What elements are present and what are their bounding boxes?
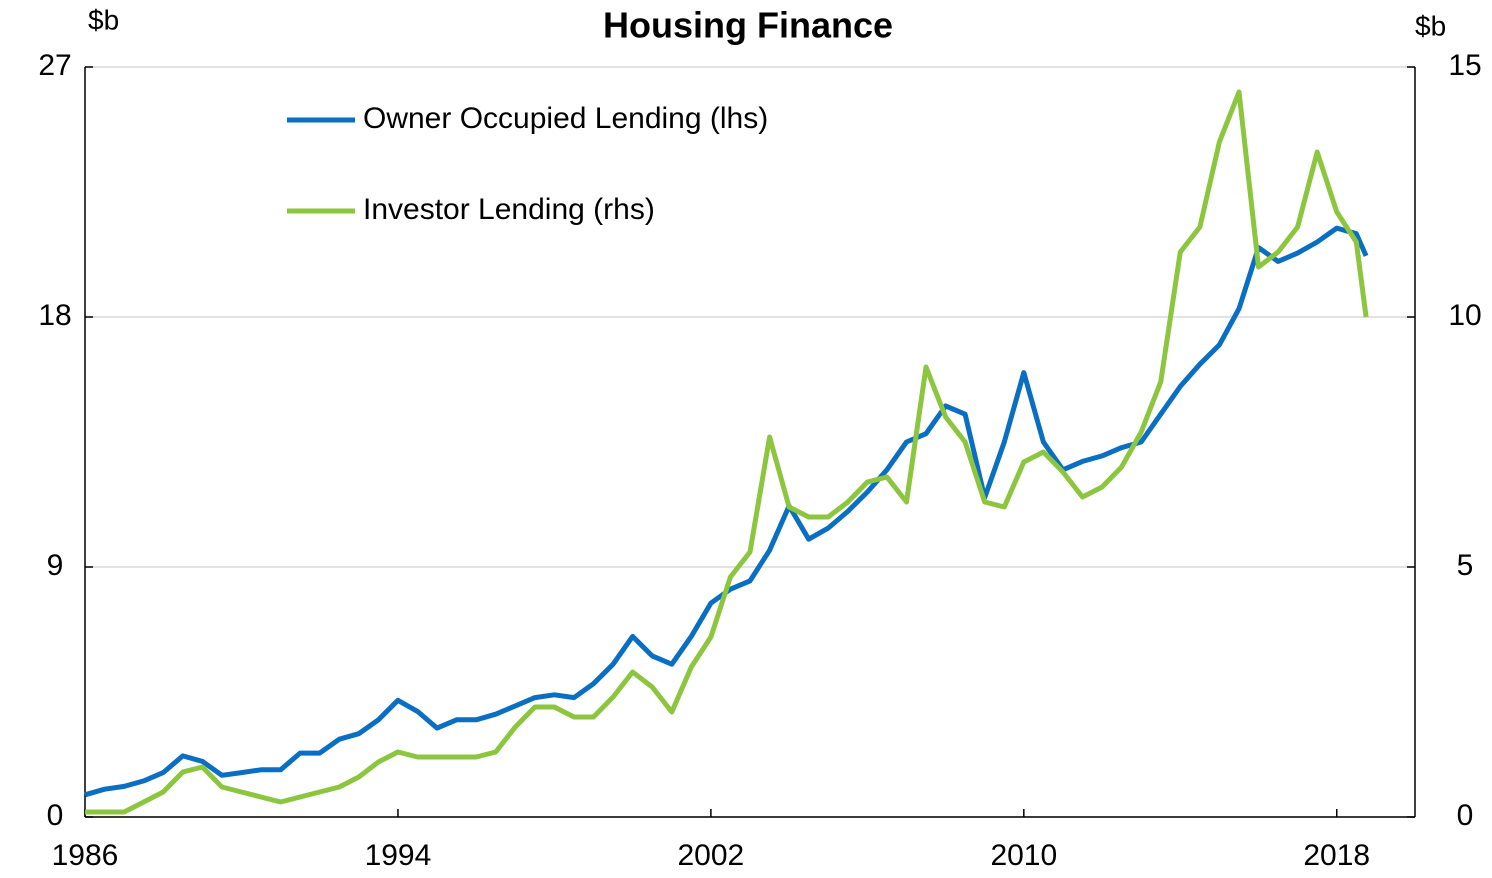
y2-tick-label: 10 (1448, 299, 1481, 332)
y2-tick-label: 5 (1457, 549, 1474, 582)
x-tick-label: 1986 (52, 839, 119, 872)
series-line (85, 89, 1369, 815)
series-line (84, 225, 1369, 798)
y-tick-label: 18 (38, 299, 71, 332)
y-axis-unit: $b (88, 4, 119, 35)
y-tick-label: 27 (38, 49, 71, 82)
x-tick-label: 2010 (990, 839, 1057, 872)
y2-tick-label: 15 (1448, 49, 1481, 82)
y2-tick-label: 0 (1457, 799, 1474, 832)
legend-label: Owner Occupied Lending (lhs) (363, 102, 768, 135)
chart-title: Housing Finance (603, 5, 893, 46)
y2-axis-unit: $b (1415, 10, 1446, 41)
x-tick-label: 1994 (365, 839, 432, 872)
legend-label: Investor Lending (rhs) (363, 193, 655, 226)
y-tick-label: 9 (47, 549, 64, 582)
x-tick-label: 2002 (678, 839, 745, 872)
x-tick-label: 2018 (1303, 839, 1370, 872)
y-tick-label: 0 (47, 799, 64, 832)
